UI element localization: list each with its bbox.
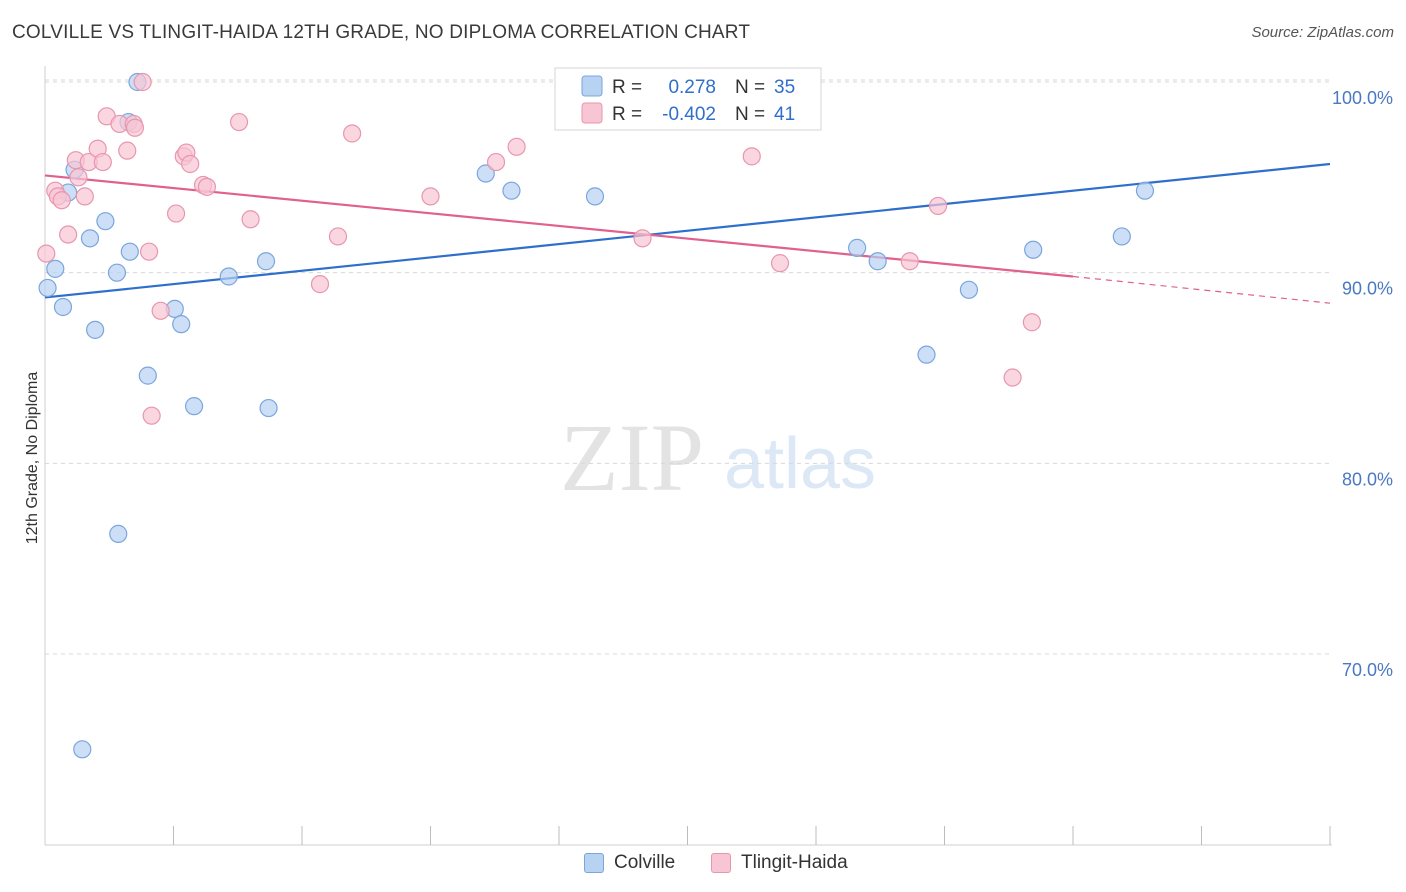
point-colville [80,229,100,248]
y-axis-label: 12th Grade, No Diploma [24,372,41,545]
point-colville [96,212,115,231]
chart-title: COLVILLE VS TLINGIT-HAIDA 12TH GRADE, NO… [12,22,751,43]
point-colville [959,280,979,299]
point-colville [172,315,191,334]
tlingit-swatch [581,102,603,124]
point-colville [917,345,936,364]
point-tlingit-haida [343,124,362,143]
point-colville [120,242,139,261]
y-tick-label: 70.0% [1342,660,1393,680]
colville-r-value: 0.278 [668,77,716,98]
point-tlingit-haida [151,301,170,320]
point-tlingit-haida [181,154,200,174]
point-tlingit-haida [93,152,112,172]
colville-n-label: N = [735,77,765,98]
y-tick-label: 90.0% [1342,279,1393,299]
point-tlingit-haida [69,168,88,187]
point-colville [868,252,887,271]
grid-lines [45,79,1330,655]
point-tlingit-haida [742,147,761,166]
y-tick-label: 100.0% [1332,88,1393,108]
watermark-atlas: atlas [724,424,876,504]
colville-swatch [581,75,603,97]
axes [44,66,1332,846]
legend-item-tlingit: Tlingit-Haida [711,852,848,874]
point-colville [848,238,867,257]
point-tlingit-haida [133,72,152,92]
point-tlingit-haida [1003,368,1022,387]
point-colville [53,297,73,317]
point-colville [502,181,521,200]
point-tlingit-haida [486,152,506,172]
point-colville [109,524,128,543]
point-colville [184,397,204,416]
point-tlingit-haida [633,229,652,248]
point-tlingit-haida [142,406,161,425]
point-colville [1135,181,1155,200]
legend-label-tlingit: Tlingit-Haida [741,852,848,873]
point-tlingit-haida [139,242,159,261]
colville-r-label: R = [612,77,642,98]
watermark-zip: ZIP [560,404,704,511]
point-tlingit-haida [37,244,56,263]
point-colville [38,278,57,298]
tlingit-r-value: -0.402 [662,104,716,125]
point-tlingit-haida [421,187,440,206]
legend-swatch-tlingit [711,853,731,873]
tick-labels: 70.0%80.0%90.0%100.0%0.0%100.0% [1332,88,1393,680]
point-colville [107,263,127,282]
legend-item-colville: Colville [584,852,675,874]
point-colville [1112,227,1131,246]
legend-swatch-colville [584,853,604,873]
point-colville [46,259,65,278]
point-tlingit-haida [52,191,71,210]
stats-legend: R = 0.278 N = 35 R = -0.402 N = 41 [554,67,822,131]
point-tlingit-haida [507,137,526,156]
bottom-legend: Colville Tlingit-Haida [0,850,1406,880]
point-tlingit-haida [328,227,348,246]
point-colville [138,366,157,385]
point-tlingit-haida [241,210,260,229]
point-colville [476,164,495,183]
point-tlingit-haida [229,112,249,132]
point-tlingit-haida [75,187,94,206]
point-tlingit-haida [166,204,186,223]
point-colville [219,267,238,286]
source-label: Source: ZipAtlas.com [1251,24,1394,41]
y-tick-label: 80.0% [1342,469,1393,489]
point-tlingit-haida [1022,313,1041,332]
point-colville [73,740,92,759]
point-colville [259,398,278,418]
point-tlingit-haida [310,275,330,294]
point-tlingit-haida [770,254,790,273]
point-tlingit-haida [125,118,145,137]
point-tlingit-haida [900,252,919,271]
chart-svg: ZIP atlas 70.0%80.0%90.0%100.0%0.0%100.0… [24,66,1393,846]
tlingit-r-label: R = [612,104,642,125]
tlingit-n-value: 41 [774,104,795,125]
colville-n-value: 35 [774,77,795,98]
legend-label-colville: Colville [614,852,676,873]
trend-lines [44,162,1331,304]
point-tlingit-haida [928,196,948,216]
tlingit-n-label: N = [735,104,765,125]
point-colville [86,320,105,339]
point-tlingit-haida [118,141,137,160]
point-tlingit-haida [59,225,78,244]
trend-line-colville [44,162,1331,299]
point-colville [1024,240,1043,259]
data-points [37,72,1155,759]
trend-line-extension [1072,275,1331,304]
point-colville [585,187,605,206]
point-colville [256,252,276,271]
point-tlingit-haida [197,177,217,196]
